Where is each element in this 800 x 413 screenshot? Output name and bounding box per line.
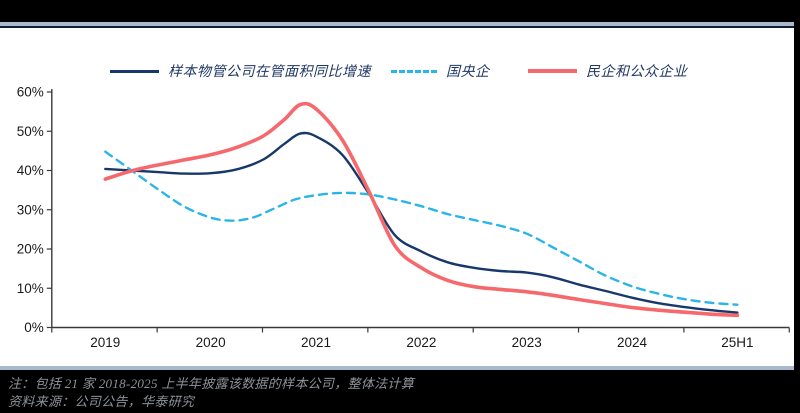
source-text: 资料来源：公司公告，华泰研究 (8, 394, 195, 409)
svg-text:2021: 2021 (301, 335, 331, 350)
legend-item-sample-companies: 样本物管公司在管面积同比增速 (110, 61, 371, 81)
svg-text:2020: 2020 (196, 335, 226, 350)
svg-text:50%: 50% (17, 124, 44, 139)
svg-text:2024: 2024 (617, 335, 648, 350)
svg-text:2019: 2019 (90, 335, 120, 350)
solid-line-swatch-icon (528, 69, 577, 73)
legend-label: 国央企 (446, 65, 490, 80)
chart-legend: 样本物管公司在管面积同比增速 国央企 民企和公众企业 (0, 61, 800, 81)
dashed-line-swatch-icon (391, 69, 437, 73)
header-separator-light (0, 22, 795, 26)
legend-item-private: 民企和公众企业 (528, 61, 688, 81)
svg-text:30%: 30% (17, 202, 44, 217)
svg-text:0%: 0% (24, 320, 44, 335)
svg-text:40%: 40% (17, 163, 44, 178)
solid-line-swatch-icon (110, 69, 159, 73)
header-bar (0, 0, 800, 22)
legend-item-soe: 国央企 (391, 61, 490, 81)
header-separator-dark (0, 25, 795, 28)
footnote-separator (0, 366, 795, 370)
svg-text:25H1: 25H1 (721, 335, 753, 350)
svg-text:10%: 10% (17, 281, 44, 296)
svg-text:2022: 2022 (406, 335, 436, 350)
legend-label: 样本物管公司在管面积同比增速 (168, 65, 371, 80)
footnote-text: 注：包括 21 家 2018-2025 上半年披露该数据的样本公司，整体法计算 (8, 375, 415, 391)
svg-text:2023: 2023 (512, 335, 542, 350)
svg-text:60%: 60% (17, 85, 44, 100)
svg-text:20%: 20% (17, 242, 44, 257)
legend-label: 民企和公众企业 (586, 65, 688, 80)
page-edge-strip (794, 0, 800, 413)
footnote-bar: 注：包括 21 家 2018-2025 上半年披露该数据的样本公司，整体法计算 … (0, 369, 800, 413)
